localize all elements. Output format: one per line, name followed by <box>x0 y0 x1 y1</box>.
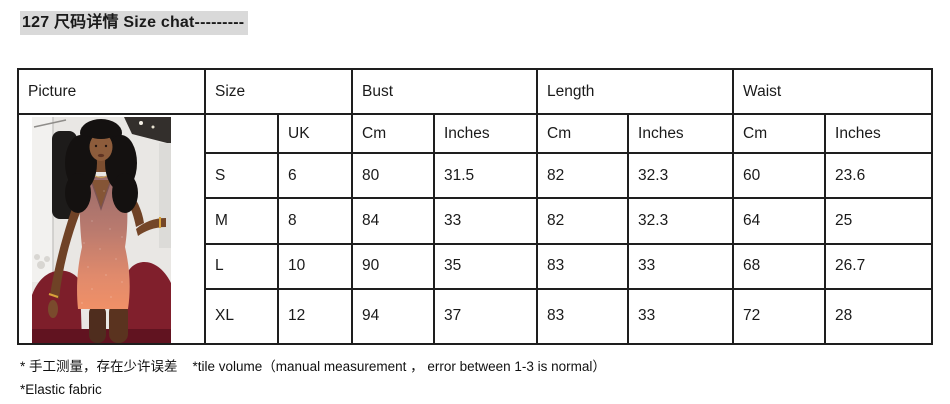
cell-waist-inches: 26.7 <box>824 242 934 290</box>
cell-length-cm: 82 <box>536 197 630 245</box>
header-picture: Picture <box>17 68 206 115</box>
dress <box>77 176 130 309</box>
footnote-elastic: *Elastic fabric <box>20 382 102 397</box>
shelf-light <box>139 121 143 125</box>
cell-uk: 8 <box>277 197 353 245</box>
cell-size: L <box>204 242 279 290</box>
subheader-uk: UK <box>277 112 353 155</box>
picture-cell <box>17 113 206 345</box>
header-waist: Waist <box>732 68 934 115</box>
cell-length-cm: 82 <box>536 152 630 200</box>
cell-length-inches: 32.3 <box>627 152 735 200</box>
subheader-row: UK Cm Inches Cm Inches Cm Inches <box>17 112 934 345</box>
cell-size: XL <box>204 287 279 346</box>
subheader-waist-cm: Cm <box>732 112 827 155</box>
arm-right-forearm <box>136 218 166 236</box>
subheader-bust-inches: Inches <box>432 112 539 155</box>
cell-waist-cm: 68 <box>732 242 827 290</box>
cell-length-cm: 83 <box>536 242 630 290</box>
clothes-rail <box>33 119 67 128</box>
header-length: Length <box>536 68 735 115</box>
neck <box>95 157 107 172</box>
subheader-length-cm: Cm <box>536 112 630 155</box>
hand-left <box>48 300 58 318</box>
v-neck-skin <box>91 180 111 209</box>
footnote-en: *tile volume（manual measurement ， error … <box>192 359 606 374</box>
footnote-line-2: *Elastic fabric <box>20 378 606 401</box>
arm-left <box>50 187 88 299</box>
cell-bust-inches: 33 <box>432 197 539 245</box>
cell-waist-inches: 23.6 <box>824 152 934 200</box>
footnote-line-1: * 手工测量，存在少许误差 *tile volume（manual measure… <box>20 355 606 378</box>
cell-bust-cm: 80 <box>351 152 435 200</box>
face <box>89 133 113 161</box>
size-row-s: S 6 80 31.5 82 32.3 60 23.6 <box>18 152 934 200</box>
neckline-fold <box>90 179 112 211</box>
cell-bust-cm: 90 <box>351 242 435 290</box>
face-features <box>94 144 108 158</box>
cell-waist-cm: 60 <box>732 152 827 200</box>
wardrobe-door <box>32 117 53 282</box>
cell-length-cm: 83 <box>536 287 630 346</box>
shelf-light <box>151 125 155 129</box>
subheader-bust-cm: Cm <box>351 112 435 155</box>
size-row-m: M 8 84 33 82 32.3 64 25 <box>18 197 934 245</box>
size-row-l: L 10 90 35 83 33 68 26.7 <box>18 242 934 290</box>
size-row-xl: XL 12 94 37 83 33 72 28 <box>18 287 934 346</box>
leg-left <box>89 305 106 342</box>
footnotes: * 手工测量，存在少许误差 *tile volume（manual measure… <box>20 355 606 401</box>
cell-bust-inches: 35 <box>432 242 539 290</box>
cell-uk: 12 <box>277 287 353 346</box>
flowers <box>34 254 50 269</box>
size-chart-table: Picture Size Bust Length Waist <box>17 68 934 346</box>
header-size: Size <box>204 68 353 115</box>
cell-waist-inches: 28 <box>824 287 934 346</box>
cell-waist-inches: 25 <box>824 197 934 245</box>
cell-length-inches: 33 <box>627 287 735 346</box>
header-bust: Bust <box>350 68 539 115</box>
cell-size: M <box>204 197 279 245</box>
header-row: Picture Size Bust Length Waist <box>17 68 934 115</box>
cell-bust-cm: 84 <box>351 197 435 245</box>
subheader-waist-inches: Inches <box>824 112 934 155</box>
bracelet-left <box>48 293 59 298</box>
cell-waist-cm: 72 <box>732 287 827 346</box>
cell-bust-inches: 31.5 <box>432 152 539 200</box>
model-photo <box>32 117 171 342</box>
cell-bust-inches: 37 <box>432 287 539 346</box>
highlighted-title-text: 127 尺码详情 Size chat--------- <box>20 11 249 35</box>
subheader-length-inches: Inches <box>627 112 735 155</box>
forehead-hair <box>84 121 118 139</box>
ceiling-shelf <box>124 117 171 144</box>
document-title: 127 尺码详情 Size chat--------- <box>20 11 249 35</box>
cell-size: S <box>204 152 279 200</box>
cell-bust-cm: 94 <box>351 287 435 346</box>
mirror-strip <box>159 143 171 248</box>
chair-right <box>126 262 171 342</box>
cell-uk: 6 <box>277 152 353 200</box>
subheader-blank <box>204 112 279 155</box>
cell-waist-cm: 64 <box>732 197 827 245</box>
cell-length-inches: 33 <box>627 242 735 290</box>
footnote-cn: * 手工测量，存在少许误差 <box>20 359 178 374</box>
leg-right <box>109 303 128 342</box>
cell-length-inches: 32.3 <box>627 197 735 245</box>
cell-uk: 10 <box>277 242 353 290</box>
